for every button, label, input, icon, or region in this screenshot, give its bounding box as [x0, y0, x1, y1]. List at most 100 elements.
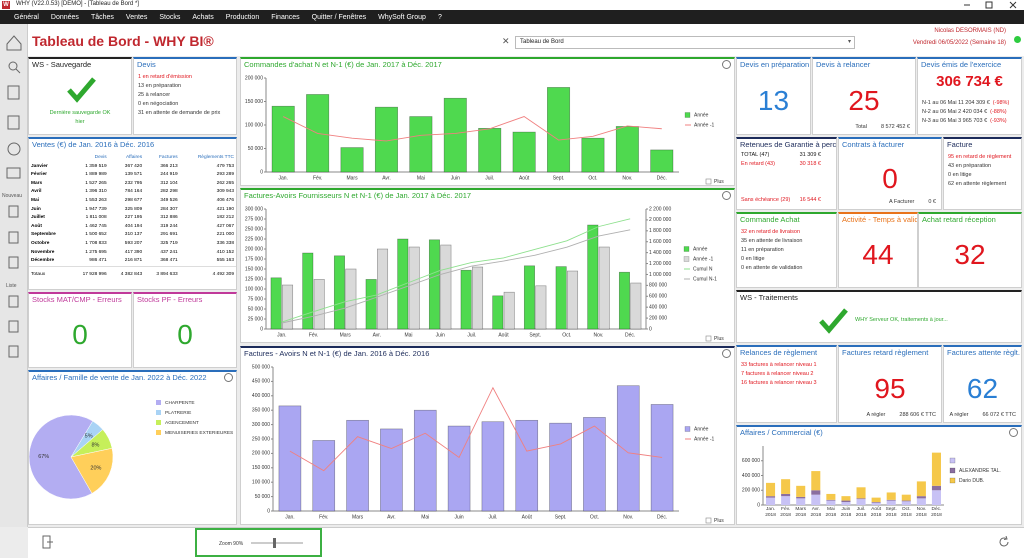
line-text: 32 en retard de livraison	[741, 229, 801, 235]
panel: Factures retard règlement 95 A régler 288 6…	[838, 345, 942, 423]
bar	[555, 266, 567, 330]
panel-title: Contrats à facturer	[842, 140, 905, 149]
x-tick-label: Jan.	[278, 175, 287, 181]
status-line: 31 en attente de demande de prix	[138, 109, 220, 118]
kpi-note: A Facturer 0 €	[889, 199, 936, 205]
dashboard-selector[interactable]: Tableau de Bord ▾	[515, 36, 855, 49]
table-cell: 986 471	[89, 258, 107, 264]
y-tick-label: 100 000	[245, 286, 263, 292]
x-tick-label: Sept. 2018	[885, 507, 897, 518]
x-tick-label: Déc. 2018	[931, 507, 942, 518]
bar	[615, 126, 639, 173]
sidebar: Nouveau Liste	[0, 24, 28, 527]
collapse-button[interactable]	[722, 60, 731, 69]
x-tick-label: Oct.	[588, 175, 597, 181]
bar	[472, 266, 484, 330]
collapse-button[interactable]	[1009, 428, 1018, 437]
exit-icon[interactable]	[42, 535, 54, 549]
panel: Relances de règlement 33 factures à relan…	[736, 345, 837, 423]
y-tick-label: 300 000	[245, 206, 263, 212]
collapse-button[interactable]	[722, 349, 731, 358]
legend-swatch	[683, 246, 690, 252]
sales-table: Devis Affaires Factures Règlements TTC Janvi…	[29, 154, 236, 279]
line-text: WHY Serveur OK, traitements à jour...	[855, 317, 948, 323]
table-cell: 421 190	[216, 206, 234, 212]
menu-item[interactable]: ?	[437, 13, 442, 21]
bar-segment	[796, 498, 806, 505]
bar-segment	[931, 452, 941, 486]
table-cell: 1 462 745	[85, 223, 107, 229]
amount-row: Sans échéance (29) 16 544 €	[741, 196, 821, 205]
zoom-slider[interactable]	[249, 537, 305, 549]
kpi-value: 62	[966, 373, 999, 404]
status-line: N-3 au 06 Mai 3 965 703 € (-93%)	[922, 117, 1007, 126]
menu-item[interactable]: WhySoft Group	[378, 13, 426, 21]
panel: WS - Traitements WHY Serveur OK, traiteme…	[736, 290, 1022, 343]
table-cell: Août	[31, 223, 42, 229]
window-controls[interactable]	[962, 0, 1022, 10]
bar-segment	[796, 485, 806, 497]
menu-item[interactable]: Stocks	[159, 13, 181, 21]
menu-item[interactable]: Quitter / Fenêtres	[311, 13, 367, 21]
table-cell: 437 241	[160, 249, 178, 255]
table-cell: 336 338	[216, 240, 234, 246]
bar-segment	[781, 479, 791, 494]
line-text: hier	[75, 119, 85, 125]
amount-row: En retard (43) 30 318 €	[741, 160, 821, 169]
collapse-button[interactable]	[224, 373, 233, 382]
table-row: Juillet 1 811 008 227 195 312 886 182 212	[29, 214, 236, 223]
menu-item[interactable]: Ventes	[125, 13, 148, 21]
menu-item[interactable]: Tâches	[90, 13, 114, 21]
panel: Affaires / Famille de vente de Jan. 2022…	[28, 370, 237, 525]
x-tick-label: Nov.	[622, 175, 632, 181]
refresh-icon[interactable]	[998, 536, 1010, 548]
panel: Retenues de Garantie à percevoir TOTAL (4…	[736, 137, 837, 210]
legend-label: Année -1	[694, 436, 715, 442]
row-label: En retard (43)	[741, 161, 775, 167]
pie-slice	[29, 414, 94, 500]
panel: Devis 1 en retard d'émission 13 en prépara…	[133, 57, 237, 135]
y-tick-label: 600 000	[742, 458, 760, 464]
checkbox[interactable]	[705, 335, 712, 342]
checkbox[interactable]	[705, 517, 712, 524]
table-cell: 325 809	[124, 206, 143, 212]
menu-item[interactable]: Achats	[192, 13, 214, 21]
collapse-button[interactable]	[722, 191, 731, 200]
bar	[547, 87, 571, 173]
y-tick-label: 150 000	[245, 266, 263, 272]
y-tick-label: 0	[757, 502, 760, 508]
menu-item[interactable]: Production	[225, 13, 260, 21]
menu-item[interactable]: Général	[14, 13, 39, 21]
sidebar-icons[interactable]	[0, 24, 27, 404]
x-tick-label: Mai	[421, 514, 429, 520]
checkbox[interactable]	[705, 178, 712, 185]
y2-tick-label: 0	[649, 326, 652, 332]
menu-item[interactable]: Données	[50, 13, 79, 21]
status-dot	[1014, 36, 1021, 43]
menu-item[interactable]: Finances	[271, 13, 300, 21]
clear-button[interactable]: ✕	[502, 36, 510, 46]
y-tick-label: 150 000	[245, 99, 263, 105]
panel-title: WS - Traitements	[740, 293, 798, 302]
title-bar: W WHY (V22.0.53) [DEMO] - [Tableau de Bo…	[0, 0, 1024, 10]
bar	[481, 421, 505, 512]
panel: Commande Achat 32 en retard de livraison 3…	[736, 212, 837, 288]
bar-segment	[871, 497, 881, 503]
table-row: Septembre 1 500 652 310 137 291 691 221 000	[29, 231, 236, 240]
chart: 0 50 000 100 000 150 000 200 000 Jan. Fév. Mars…	[245, 75, 724, 185]
chart: 67% 5% 8% 20% CHARPENTE PLATRERIE AGENCEMENT ME…	[29, 400, 233, 500]
panel-title: Ventes (€) de Jan. 2016 à Déc. 2016	[32, 140, 155, 149]
check-mark	[67, 77, 96, 103]
line-text: 0 en litige	[741, 256, 765, 262]
table-row: Janvier 1 359 519 367 420 366 213 479 753	[29, 163, 236, 172]
bar-segment	[841, 496, 851, 501]
x-tick-label: Mai	[404, 332, 412, 338]
panel-title: Devis émis de l'exercice	[921, 60, 1002, 69]
current-date: Vendredi 06/05/2022 (Semaine 18)	[912, 40, 1006, 46]
line-text: N-3 au 06 Mai 3 965 703 €	[922, 118, 988, 124]
table-cell: Décembre	[31, 258, 55, 264]
chart: 0 25 000 50 000 75 000 100 000 125 000 150 000…	[245, 206, 724, 342]
table-cell: 784 164	[124, 189, 143, 195]
bar	[346, 419, 369, 512]
x-tick-label: Août	[522, 514, 533, 520]
